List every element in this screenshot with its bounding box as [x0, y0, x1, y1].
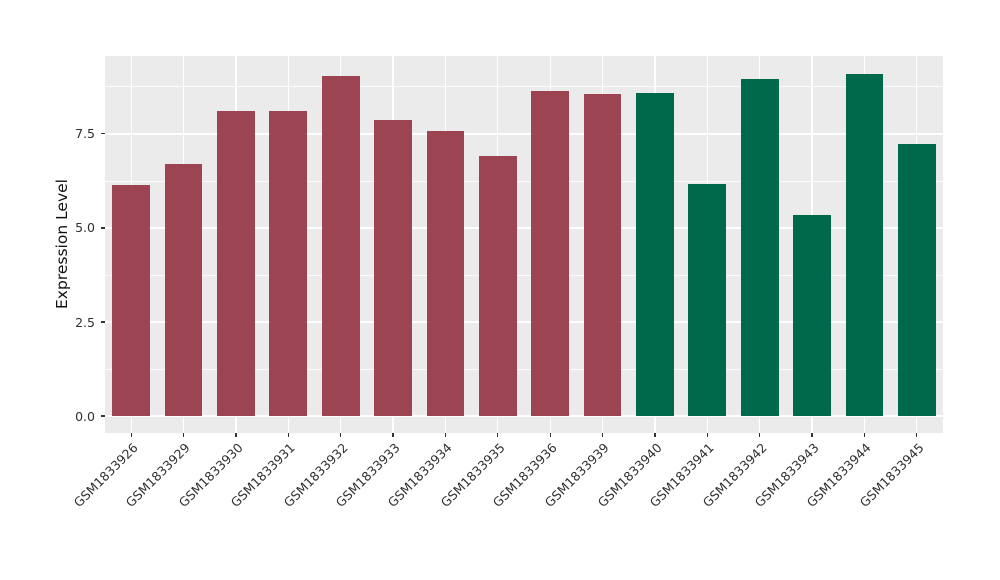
gridline-minor-horizontal	[105, 368, 943, 370]
y-tick-label: 0.0	[75, 408, 95, 424]
x-tick-mark	[130, 433, 132, 437]
bar	[636, 92, 674, 417]
bar	[688, 183, 727, 417]
gridline-major-horizontal	[105, 227, 943, 229]
bar	[426, 130, 465, 417]
x-tick-mark	[287, 433, 289, 437]
bar	[321, 75, 360, 417]
y-tick-mark	[101, 227, 105, 229]
y-tick-label: 7.5	[75, 126, 95, 142]
x-tick-mark	[549, 433, 551, 437]
gridline-minor-horizontal	[105, 274, 943, 276]
y-tick-mark	[101, 321, 105, 323]
x-tick-mark	[182, 433, 185, 437]
bar	[478, 156, 517, 417]
y-tick-label: 5.0	[75, 220, 95, 236]
bar	[583, 94, 622, 417]
gridline-major-horizontal	[105, 133, 943, 135]
bar	[793, 214, 831, 417]
gridline-minor-horizontal	[105, 180, 943, 182]
bar	[164, 164, 203, 417]
plot-panel	[105, 56, 943, 433]
x-tick-mark	[654, 433, 656, 437]
bar	[374, 119, 412, 417]
x-tick-mark	[863, 433, 866, 437]
y-tick-mark	[101, 415, 105, 417]
bar	[112, 184, 151, 417]
gridline-major-horizontal	[105, 415, 943, 417]
gridline-minor-horizontal	[105, 86, 943, 88]
bar	[269, 111, 308, 417]
x-tick-mark	[497, 433, 499, 437]
x-tick-mark	[601, 433, 604, 437]
bar	[531, 91, 570, 417]
y-tick-mark	[101, 133, 105, 135]
x-tick-mark	[392, 433, 394, 437]
x-tick-mark	[811, 433, 813, 437]
x-tick-mark	[759, 433, 761, 437]
x-tick-mark	[706, 433, 708, 437]
x-tick-mark	[444, 433, 447, 437]
bar	[740, 78, 779, 417]
bar	[897, 144, 936, 417]
y-axis-title-text: Expression Level	[53, 179, 71, 309]
bar	[845, 73, 884, 417]
x-tick-mark	[916, 433, 918, 437]
x-tick-mark	[340, 433, 342, 437]
gridline-major-horizontal	[105, 321, 943, 323]
x-tick-mark	[235, 433, 237, 437]
y-tick-label: 2.5	[75, 314, 95, 330]
bar	[217, 111, 255, 417]
